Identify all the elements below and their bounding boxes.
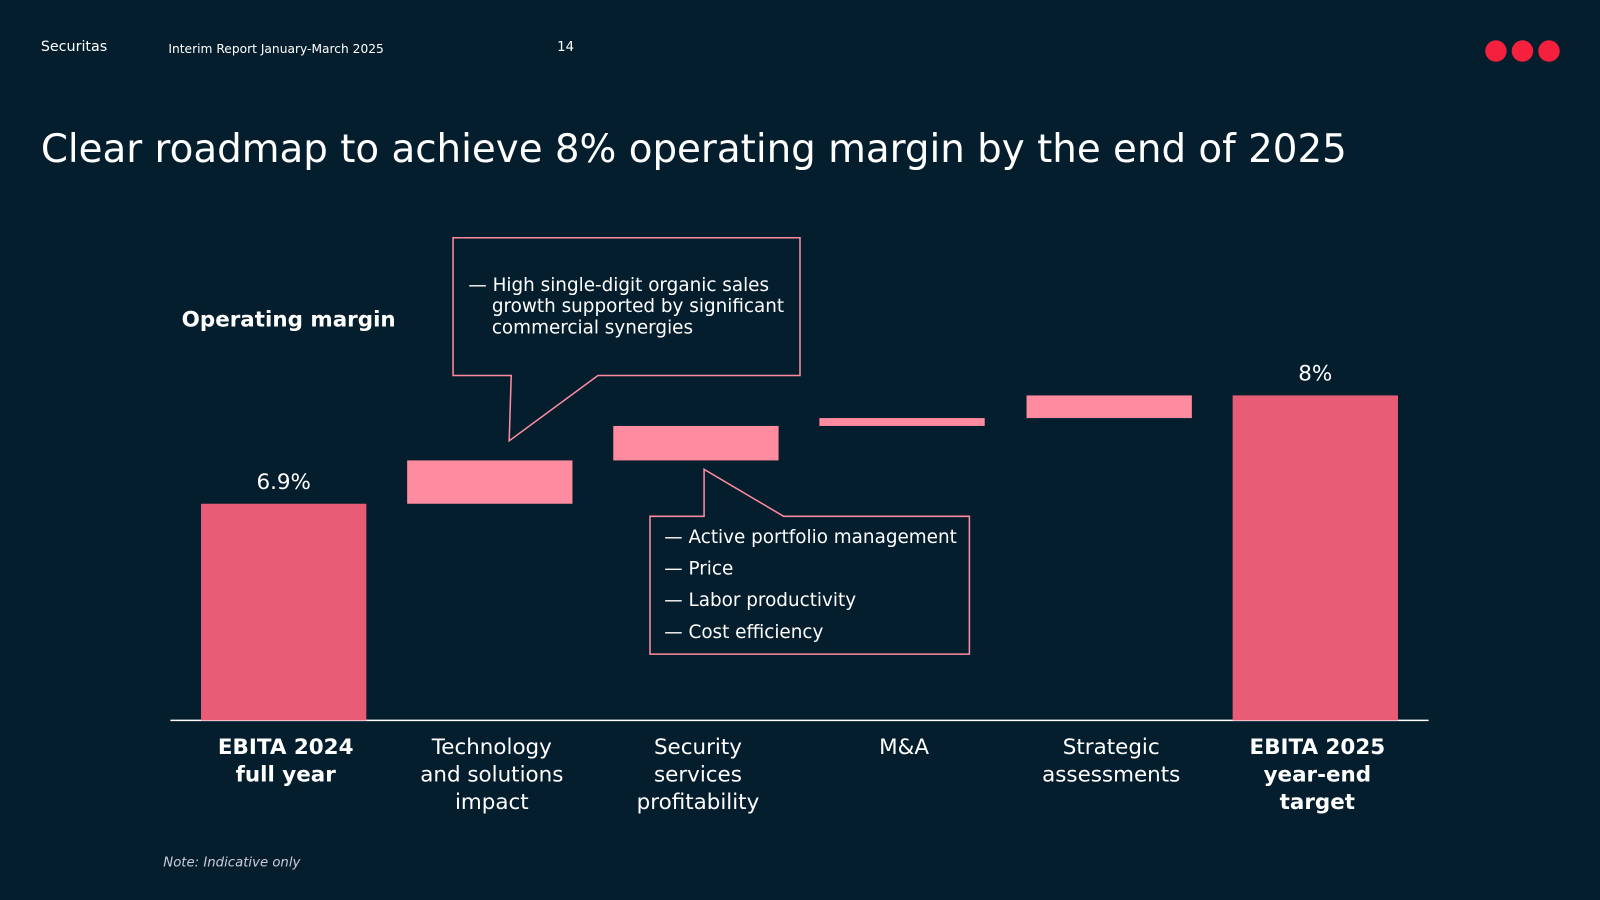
- bar: [407, 460, 573, 504]
- slide-title: Clear roadmap to achieve 8% operating ma…: [40, 126, 1347, 172]
- report-name: Interim Report January-March 2025: [168, 41, 384, 57]
- value-label: 8%: [1298, 360, 1333, 386]
- callout-text: — Cost efficiency: [664, 621, 824, 643]
- y-axis-label: Operating margin: [181, 307, 396, 332]
- brand: Securitas: [40, 38, 108, 56]
- note: Note: Indicative only: [163, 855, 301, 871]
- logo-dot: [1485, 40, 1507, 62]
- logo-dot: [1538, 40, 1560, 62]
- callout-box: [649, 468, 971, 655]
- bar: [819, 418, 985, 426]
- bar: [1232, 395, 1398, 721]
- logo-dot: [1511, 40, 1534, 62]
- x-tick-label: Technology and solutions impact: [420, 734, 564, 815]
- callout-text: — High single-digit organic sales growth…: [468, 274, 785, 339]
- x-tick-label: Security services profitability: [636, 734, 760, 815]
- bar: [1026, 395, 1192, 419]
- callout-text: — Active portfolio management: [664, 526, 957, 548]
- callout-box: [452, 236, 801, 443]
- x-tick-label: Strategic assessments: [1042, 734, 1181, 787]
- bar: [613, 425, 779, 461]
- value-label: 6.9%: [256, 469, 311, 494]
- callout-text: — Labor productivity: [664, 589, 857, 612]
- x-tick-label: M&A: [879, 734, 930, 760]
- page-number: 14: [557, 39, 575, 56]
- bar: [201, 503, 367, 721]
- x-tick-label: EBITA 2024 full year: [217, 734, 354, 787]
- x-tick-label: EBITA 2025 year-end target: [1249, 734, 1386, 815]
- callout-text: — Price: [664, 558, 734, 580]
